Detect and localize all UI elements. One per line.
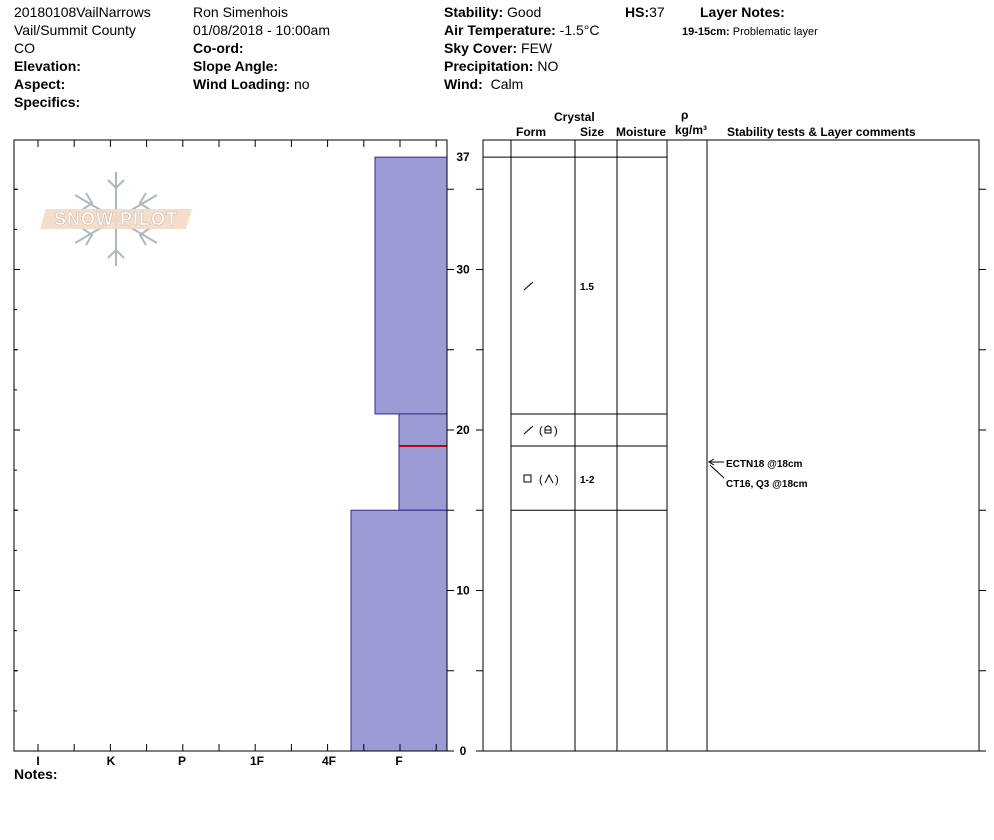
hardness-layer-bar [374, 156, 448, 415]
svg-text:(: ( [539, 425, 543, 437]
stability-test-label: ECTN18 @18cm [726, 459, 803, 470]
air-temp-label: Air Temperature: [444, 22, 556, 38]
form-symbol-square-cup: ( ) [523, 473, 559, 486]
layer-table-frame [482, 139, 980, 752]
comments-header: Stability tests & Layer comments [727, 125, 916, 139]
sky-value: FEW [521, 40, 553, 56]
y-tick-label: 30 [456, 263, 470, 277]
precip-label: Precipitation: [444, 58, 534, 74]
form-symbol-slash [523, 281, 534, 291]
x-tick-label: 1F [250, 754, 264, 768]
x-tick-label: P [178, 754, 186, 768]
x-tick-label: I [36, 754, 39, 768]
hs: HS:37 [625, 3, 665, 21]
density-unit-header: kg/m³ [675, 123, 708, 137]
layer-note: 19-15cm: Problematic layer [682, 23, 818, 41]
stability-value: Good [507, 4, 542, 20]
hs-value: 37 [649, 4, 665, 20]
wind-value: Calm [490, 76, 524, 92]
wind: Wind: Calm [444, 75, 523, 93]
y-tick-label: 10 [456, 584, 470, 598]
logo-text: SNOW PILOT [54, 209, 178, 229]
slope-label: Slope Angle: [193, 58, 279, 74]
rho-header: ρ [681, 108, 689, 122]
hardness-layer-bar [398, 413, 448, 447]
svg-text:(: ( [539, 474, 543, 486]
wind-loading-label: Wind Loading: [193, 76, 291, 92]
stability-test-label: CT16, Q3 @18cm [726, 479, 808, 490]
snowpilot-logo: SNOW PILOT [40, 172, 192, 266]
observer: Ron Simenhois [193, 4, 288, 20]
test-arrow [709, 464, 725, 479]
y-tick-label: 37 [456, 150, 470, 164]
datetime: 01/08/2018 - 10:00am [193, 22, 330, 38]
location: Vail/Summit County [14, 22, 136, 38]
stability-label: Stability: [444, 4, 504, 20]
coord-label: Co-ord: [193, 40, 244, 56]
moisture-header: Moisture [616, 125, 667, 139]
test-arrow-head [708, 458, 715, 466]
x-tick-label: 4F [322, 754, 336, 768]
aspect-label: Aspect: [14, 76, 66, 92]
site-name: 20180108VailNarrows [14, 4, 151, 20]
elevation-label: Elevation: [14, 58, 81, 74]
hs-label: HS: [625, 4, 650, 20]
wind-loading-value: no [293, 76, 310, 92]
y-tick-label: 0 [460, 744, 467, 758]
wind-label: Wind: [444, 76, 483, 92]
layer-note-range: 19-15cm: [682, 26, 730, 38]
form-symbol-slash-rounded: ( ) [523, 425, 558, 437]
wind-loading: Wind Loading: no [193, 75, 310, 93]
x-tick-label: K [107, 754, 116, 768]
precipitation: Precipitation: NO [444, 57, 558, 75]
hardness-layer-bar [398, 445, 448, 511]
y-tick-label: 20 [456, 423, 470, 437]
air-temp: Air Temperature: -1.5°C [444, 21, 600, 39]
crystal-header: Crystal [554, 110, 595, 124]
hardness-plot-frame [13, 139, 448, 752]
grain-size: 1-2 [580, 475, 595, 486]
form-header: Form [516, 125, 546, 139]
x-tick-label: F [395, 754, 402, 768]
state: CO [14, 40, 35, 56]
air-temp-value: -1.5°C [559, 22, 600, 38]
svg-text:): ) [554, 425, 558, 437]
sky-label: Sky Cover: [444, 40, 518, 56]
layer-note-text: Problematic layer [732, 26, 818, 38]
stability: Stability: Good [444, 3, 541, 21]
specifics-label: Specifics: [14, 94, 81, 110]
precip-value: NO [537, 58, 559, 74]
layer-notes-label: Layer Notes: [700, 4, 785, 20]
hardness-layer-bar [350, 509, 448, 752]
notes-label: Notes: [14, 766, 58, 782]
svg-text:): ) [555, 474, 559, 486]
size-header: Size [580, 125, 605, 139]
grain-size: 1.5 [580, 282, 594, 293]
sky-cover: Sky Cover: FEW [444, 39, 552, 57]
